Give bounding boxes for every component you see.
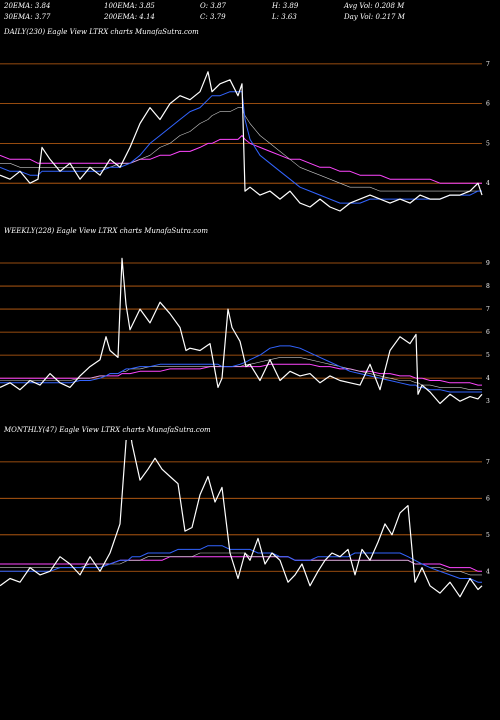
stat-low: L: 3.63 <box>272 13 297 21</box>
daily-y-tick-label: 5 <box>486 140 490 147</box>
stats-header: 20EMA: 3.84 100EMA: 3.85 O: 3.87 H: 3.89… <box>4 2 496 24</box>
monthly-chart: 4 5 6 7 <box>0 440 490 598</box>
stat-open: O: 3.87 <box>200 2 226 10</box>
monthly-y-tick-label: 7 <box>486 459 490 466</box>
stats-row-2: 30EMA: 3.77 200EMA: 4.14 C: 3.79 L: 3.63… <box>4 13 496 24</box>
weekly-y-tick-label: 9 <box>486 260 490 267</box>
daily-price-line <box>0 71 483 212</box>
stat-avg-vol: Avg Vol: 0.208 M <box>344 2 405 10</box>
daily-y-tick-label: 6 <box>486 101 490 108</box>
daily-ema-short-line <box>0 91 482 204</box>
monthly-ema-short-line <box>0 545 482 583</box>
daily-ema-mid-line <box>0 107 482 192</box>
stat-30ema: 30EMA: 3.77 <box>4 13 51 21</box>
panel-label-daily: DAILY(230) Eagle View LTRX charts Munafa… <box>4 28 199 36</box>
monthly-price-line <box>0 440 483 598</box>
panel-label-monthly: MONTHLY(47) Eagle View LTRX charts Munaf… <box>4 426 211 434</box>
weekly-ema-short-line <box>0 345 482 393</box>
stat-high: H: 3.89 <box>272 2 299 10</box>
stat-20ema: 20EMA: 3.84 <box>4 2 51 10</box>
stat-200ema: 200EMA: 4.14 <box>104 13 155 21</box>
monthly-y-tick-label: 4 <box>486 568 490 575</box>
weekly-chart: 3 4 5 6 7 8 9 <box>0 257 490 405</box>
daily-y-tick-label: 7 <box>486 61 490 68</box>
panel-label-weekly: WEEKLY(228) Eagle View LTRX charts Munaf… <box>4 227 208 235</box>
stat-close: C: 3.79 <box>200 13 226 21</box>
weekly-price-line <box>0 257 483 405</box>
daily-y-tick-label: 4 <box>486 180 490 187</box>
weekly-y-tick-label: 6 <box>486 329 490 336</box>
weekly-y-tick-label: 7 <box>486 306 490 313</box>
stat-day-vol: Day Vol: 0.217 M <box>344 13 405 21</box>
weekly-y-tick-label: 4 <box>486 375 490 382</box>
stats-row-1: 20EMA: 3.84 100EMA: 3.85 O: 3.87 H: 3.89… <box>4 2 496 13</box>
daily-chart: 4 5 6 7 <box>0 61 490 212</box>
weekly-y-tick-label: 3 <box>486 398 490 405</box>
weekly-y-tick-label: 8 <box>486 283 490 290</box>
monthly-y-tick-label: 5 <box>486 532 490 539</box>
daily-ema-long-line <box>0 135 482 184</box>
monthly-y-tick-label: 6 <box>486 495 490 502</box>
monthly-ema-mid-line <box>0 552 482 576</box>
stat-100ema: 100EMA: 3.85 <box>104 2 155 10</box>
weekly-y-tick-label: 5 <box>486 352 490 359</box>
